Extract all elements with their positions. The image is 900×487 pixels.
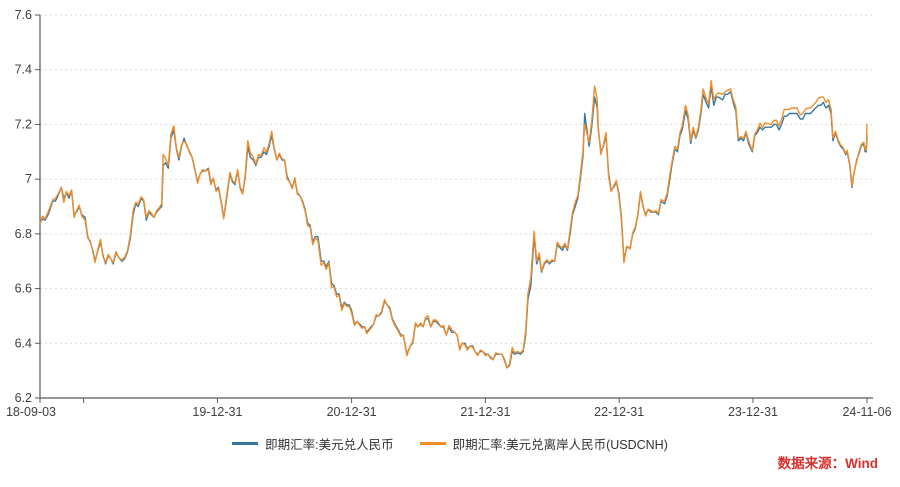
y-tick-label: 7.6 bbox=[15, 8, 32, 22]
chart-legend: 即期汇率:美元兑人民币 即期汇率:美元兑离岸人民币(USDCNH) bbox=[0, 434, 900, 453]
x-tick-label: 23-12-31 bbox=[728, 405, 778, 419]
legend-item: 即期汇率:美元兑人民币 bbox=[232, 434, 394, 453]
x-tick-label: 21-12-31 bbox=[460, 405, 510, 419]
exchange-rate-chart: 7.6 7.4 7.2 7 6.8 6.6 6.4 6.218-09-03 19-12-31 20… bbox=[6, 8, 892, 419]
x-tick-label: 18-09-03 bbox=[6, 405, 56, 419]
data-source-note: 数据来源：Wind bbox=[777, 456, 878, 471]
x-tick-label: 19-12-31 bbox=[192, 405, 242, 419]
legend-label: 即期汇率:美元兑人民币 bbox=[265, 438, 394, 452]
legend-item: 即期汇率:美元兑离岸人民币(USDCNH) bbox=[419, 434, 668, 453]
y-tick-label: 6.8 bbox=[15, 227, 32, 241]
series-line bbox=[39, 79, 868, 369]
x-tick-label: 24-11-06 bbox=[842, 405, 891, 419]
legend-line-swatch bbox=[419, 442, 446, 445]
series-line bbox=[39, 85, 868, 369]
y-tick-label: 7.2 bbox=[15, 117, 32, 131]
y-tick-label: 6.2 bbox=[15, 391, 32, 405]
y-tick-label: 6.6 bbox=[15, 282, 32, 296]
y-tick-label: 6.4 bbox=[15, 336, 32, 350]
legend-line-swatch bbox=[232, 442, 259, 445]
x-tick-label: 20-12-31 bbox=[327, 405, 377, 419]
y-tick-label: 7.4 bbox=[15, 63, 32, 77]
legend-label: 即期汇率:美元兑离岸人民币(USDCNH) bbox=[452, 438, 668, 452]
y-tick-label: 7 bbox=[25, 172, 32, 186]
x-tick-label: 22-12-31 bbox=[594, 405, 644, 419]
